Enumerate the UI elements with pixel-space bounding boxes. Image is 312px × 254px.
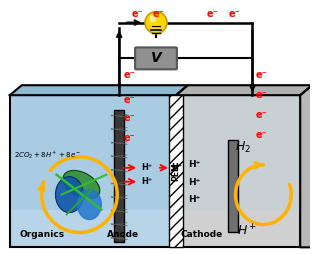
Text: e⁻: e⁻: [131, 9, 143, 19]
Bar: [177, 96, 300, 210]
Text: $H_2$: $H_2$: [235, 140, 251, 155]
Text: e⁻: e⁻: [123, 113, 135, 123]
Text: $2CO_2 + 8H^+ + 8e^-$: $2CO_2 + 8H^+ + 8e^-$: [14, 149, 81, 161]
Text: $H^+$: $H^+$: [237, 224, 258, 239]
Polygon shape: [77, 190, 101, 219]
Text: e⁻: e⁻: [256, 90, 267, 100]
Bar: [10, 95, 176, 247]
Bar: [228, 140, 237, 232]
Text: e⁻: e⁻: [123, 133, 135, 143]
Text: e⁻: e⁻: [256, 110, 267, 120]
Polygon shape: [10, 85, 188, 95]
Text: H⁺: H⁺: [188, 195, 200, 204]
Bar: [11, 96, 175, 210]
Text: e⁻: e⁻: [207, 9, 219, 19]
FancyBboxPatch shape: [135, 47, 177, 69]
Text: e⁻: e⁻: [256, 70, 267, 80]
Polygon shape: [63, 170, 100, 199]
Text: e⁻: e⁻: [153, 9, 165, 19]
Text: e⁻: e⁻: [123, 70, 135, 80]
Text: Cathode: Cathode: [181, 230, 223, 239]
Text: H⁺: H⁺: [141, 177, 152, 186]
Bar: [169, 95, 183, 247]
Text: e⁻: e⁻: [229, 9, 241, 19]
Text: PEM: PEM: [171, 162, 180, 181]
Text: H⁺: H⁺: [188, 178, 200, 187]
Text: H⁺: H⁺: [188, 160, 200, 169]
Text: H⁺: H⁺: [171, 163, 182, 172]
Polygon shape: [56, 177, 83, 213]
Polygon shape: [300, 85, 312, 247]
Text: Anode: Anode: [107, 230, 139, 239]
Text: V: V: [151, 51, 161, 65]
Polygon shape: [176, 85, 312, 95]
Text: e⁻: e⁻: [256, 130, 267, 140]
Bar: [176, 95, 300, 247]
Text: Organics: Organics: [20, 230, 65, 239]
Circle shape: [145, 12, 167, 34]
Text: e⁻: e⁻: [123, 95, 135, 105]
Circle shape: [150, 15, 156, 22]
Text: H⁺: H⁺: [141, 163, 152, 172]
Bar: [114, 110, 124, 242]
